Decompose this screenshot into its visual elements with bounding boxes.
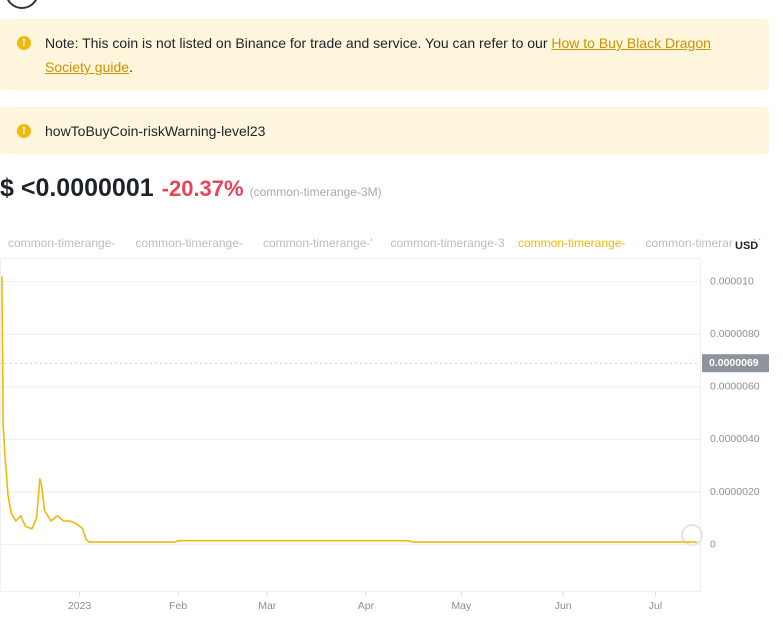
y-tick-label: 0.000010	[710, 275, 754, 287]
y-tick-label: 0	[710, 538, 716, 550]
x-tick-label: Mar	[258, 600, 277, 612]
price: $ <0.0000001	[0, 174, 154, 202]
x-tick-label: 2023	[68, 600, 92, 612]
timerange-tab[interactable]: common-timerange-	[8, 236, 116, 250]
warning-icon: !	[17, 36, 31, 50]
y-tick-label: 0.0000040	[710, 433, 760, 445]
timerange-tab[interactable]: common-timerange-3	[390, 236, 505, 250]
warning-icon: !	[17, 124, 31, 138]
y-tick-label: 0.0000080	[710, 328, 760, 340]
timerange-tab[interactable]: common-timerange-	[518, 236, 626, 250]
period: (common-timerange-3M)	[249, 185, 382, 199]
price-line	[1, 276, 697, 543]
x-tick-label: May	[451, 600, 472, 612]
notice-end: .	[129, 59, 133, 75]
y-tick-label: 0.0000060	[710, 381, 760, 393]
price-change: -20.37%	[161, 176, 244, 201]
x-tick-label: Apr	[358, 600, 375, 612]
timerange-tab[interactable]: common-timerange-'	[263, 236, 373, 250]
last-price-tag	[702, 354, 769, 373]
risk-warning: ! howToBuyCoin-riskWarning-level23	[0, 107, 769, 154]
y-tick-label: 0.0000020	[710, 486, 760, 498]
coin-logo	[7, 0, 37, 9]
currency: USD	[733, 240, 761, 252]
timerange-tab[interactable]: common-timerange-	[135, 236, 243, 250]
plot-frame	[0, 258, 701, 592]
guide-link[interactable]: How to Buy Black Dragon Society guide	[45, 35, 711, 75]
last-price-label: 0.0000069	[709, 357, 759, 369]
price-row: $ <0.0000001 -20.37% (common-timerange-3M)	[0, 174, 382, 203]
x-tick-label: Jul	[649, 600, 662, 612]
notice: ! Note: This coin is not listed on Binan…	[0, 19, 769, 90]
x-tick-label: Jun	[555, 600, 572, 612]
warning-text: howToBuyCoin-riskWarning-level23	[45, 123, 266, 139]
timerange-tab[interactable]: common-timerange-Y	[645, 236, 761, 250]
notice-text: Note: This coin is not listed on Binance…	[45, 35, 552, 51]
x-tick-label: Feb	[169, 600, 187, 612]
